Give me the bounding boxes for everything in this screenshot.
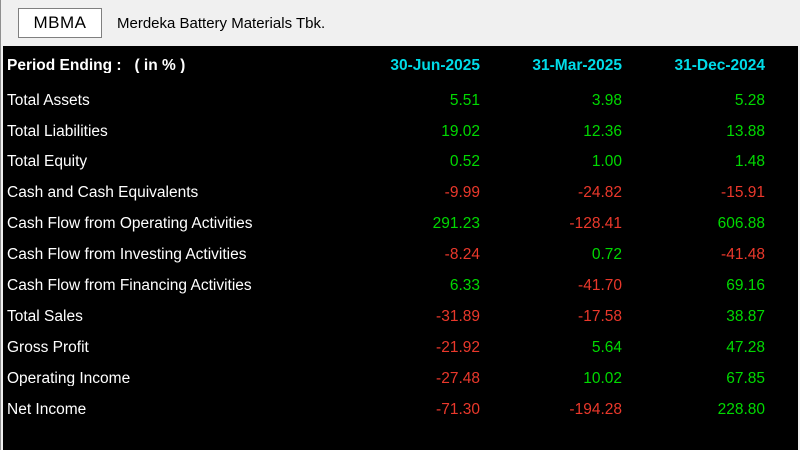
row-label: Cash Flow from Investing Activities bbox=[7, 247, 247, 263]
value-cell: -128.41 bbox=[569, 215, 622, 233]
value-cell: -41.48 bbox=[721, 246, 765, 264]
value-cell: -21.92 bbox=[436, 338, 480, 356]
row-label: Total Assets bbox=[7, 92, 90, 109]
row-label: Gross Profit bbox=[7, 339, 89, 356]
value-cell: 69.16 bbox=[726, 277, 765, 295]
column-header-q1: 31-Mar-2025 bbox=[532, 56, 622, 74]
value-cell: 228.80 bbox=[717, 400, 765, 418]
table-row: Cash and Cash Equivalents -9.99 -24.82 -15.… bbox=[3, 178, 798, 209]
value-cell: 0.72 bbox=[591, 246, 622, 264]
row-label: Total Equity bbox=[7, 154, 88, 170]
company-name: Merdeka Battery Materials Tbk. bbox=[117, 14, 326, 32]
window-left-edge bbox=[0, 0, 1, 450]
row-label: Net Income bbox=[7, 401, 87, 418]
value-cell: 3.98 bbox=[591, 91, 622, 109]
row-label: Total Liabilities bbox=[7, 123, 108, 140]
value-cell: -8.24 bbox=[444, 246, 480, 264]
column-header-q2: 30-Jun-2025 bbox=[390, 56, 480, 74]
value-cell: 12.36 bbox=[583, 122, 622, 140]
value-cell: 47.28 bbox=[726, 338, 765, 356]
value-cell: 0.52 bbox=[449, 153, 480, 171]
table-row: Cash Flow from Operating Activities 291.2… bbox=[3, 209, 798, 240]
value-cell: 67.85 bbox=[726, 369, 765, 387]
table-row: Total Equity 0.52 1.00 1.48 bbox=[3, 147, 798, 178]
value-cell: -31.89 bbox=[436, 307, 480, 325]
value-cell: 291.23 bbox=[432, 215, 480, 233]
table-row: Cash Flow from Investing Activities -8.24… bbox=[3, 239, 798, 270]
value-cell: -194.28 bbox=[569, 400, 622, 418]
period-ending-label: Period Ending : ( in % ) bbox=[7, 57, 186, 74]
table-body: Total Assets 5.51 3.98 5.28 Total Liabilitie… bbox=[3, 85, 798, 425]
ticker-bar: MBMA Merdeka Battery Materials Tbk. bbox=[3, 0, 800, 46]
ticker-input[interactable]: MBMA bbox=[18, 8, 102, 38]
row-label: Operating Income bbox=[7, 370, 131, 387]
value-cell: -9.99 bbox=[444, 184, 480, 202]
value-cell: 5.28 bbox=[734, 91, 765, 109]
value-cell: 5.51 bbox=[449, 91, 480, 109]
table-row: Total Sales -31.89 -17.58 38.87 bbox=[3, 301, 798, 332]
value-cell: 13.88 bbox=[726, 122, 765, 140]
table-row: Total Liabilities 19.02 12.36 13.88 bbox=[3, 116, 798, 147]
table-row: Operating Income -27.48 10.02 67.85 bbox=[3, 363, 798, 394]
value-cell: -17.58 bbox=[578, 307, 622, 325]
value-cell: -24.82 bbox=[578, 184, 622, 202]
value-cell: -41.70 bbox=[578, 277, 622, 295]
financial-table-panel: Period Ending : ( in % ) 30-Jun-2025 31-… bbox=[3, 46, 798, 450]
value-cell: 1.00 bbox=[591, 153, 622, 171]
value-cell: -71.30 bbox=[436, 400, 480, 418]
value-cell: 1.48 bbox=[734, 153, 765, 171]
value-cell: 606.88 bbox=[717, 215, 765, 233]
row-label: Cash Flow from Financing Activities bbox=[7, 278, 252, 294]
row-label: Cash and Cash Equivalents bbox=[7, 185, 199, 201]
value-cell: 38.87 bbox=[726, 307, 765, 325]
value-cell: 19.02 bbox=[441, 122, 480, 140]
table-header-row: Period Ending : ( in % ) 30-Jun-2025 31-… bbox=[3, 50, 798, 81]
value-cell: 6.33 bbox=[449, 277, 480, 295]
row-label: Total Sales bbox=[7, 308, 83, 325]
column-header-prev-year: 31-Dec-2024 bbox=[674, 56, 765, 74]
table-row: Gross Profit -21.92 5.64 47.28 bbox=[3, 332, 798, 363]
value-cell: 5.64 bbox=[591, 338, 622, 356]
value-cell: 10.02 bbox=[583, 369, 622, 387]
row-label: Cash Flow from Operating Activities bbox=[7, 216, 253, 232]
value-cell: -27.48 bbox=[436, 369, 480, 387]
table-row: Total Assets 5.51 3.98 5.28 bbox=[3, 85, 798, 116]
table-row: Net Income -71.30 -194.28 228.80 bbox=[3, 394, 798, 425]
table-row: Cash Flow from Financing Activities 6.33 -… bbox=[3, 270, 798, 301]
value-cell: -15.91 bbox=[721, 184, 765, 202]
